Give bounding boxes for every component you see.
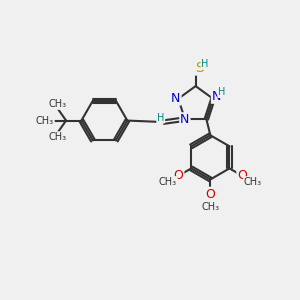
Text: CH₃: CH₃ <box>159 177 177 187</box>
Text: H: H <box>218 87 226 97</box>
Text: CH₃: CH₃ <box>49 99 67 109</box>
Text: CH₃: CH₃ <box>201 202 219 212</box>
Text: O: O <box>237 169 247 182</box>
Text: N: N <box>180 113 190 126</box>
Text: N: N <box>212 90 221 103</box>
Text: O: O <box>173 169 183 182</box>
Text: CH₃: CH₃ <box>244 177 262 187</box>
Text: CH₃: CH₃ <box>36 116 54 126</box>
Text: H: H <box>157 113 164 123</box>
Text: S: S <box>195 61 203 75</box>
Text: CH₃: CH₃ <box>49 132 67 142</box>
Text: O: O <box>206 188 215 201</box>
Text: N: N <box>171 92 181 105</box>
Text: H: H <box>201 59 209 69</box>
